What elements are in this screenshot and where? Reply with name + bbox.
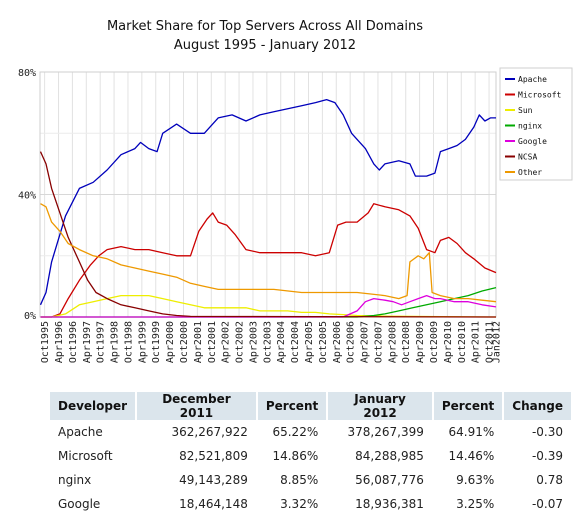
x-tick-label: Oct2005: [318, 321, 329, 363]
legend-label: NCSA: [518, 153, 537, 162]
x-tick-label: Oct1997: [96, 321, 107, 363]
cell-dec-percent: 8.85%: [280, 473, 319, 487]
series-line-ncsa: [39, 151, 497, 318]
cell-jan-percent: 14.46%: [448, 449, 495, 463]
cell-jan-percent: 64.91%: [448, 425, 495, 439]
cell-jan-count: 84,288,985: [355, 449, 424, 463]
x-tick-label: Apr2005: [304, 321, 315, 363]
x-tick-label: Apr2008: [387, 321, 398, 363]
series-line-sun: [40, 294, 497, 318]
x-tick-label: Oct2001: [207, 321, 218, 363]
x-tick-label: Apr1996: [54, 321, 65, 363]
cell-jan-percent: 9.63%: [456, 473, 495, 487]
market-share-table: Developer December 2011 Percent January …: [48, 392, 573, 516]
series-line-nginx: [40, 286, 497, 318]
x-tick-label: Oct2007: [373, 321, 384, 363]
cell-change: -0.39: [531, 449, 563, 463]
x-tick-label: Oct2004: [290, 321, 301, 363]
x-tick-label: Oct2008: [401, 321, 412, 363]
header-percent-dec: Percent: [257, 392, 327, 420]
x-tick-label: Apr2007: [360, 321, 371, 363]
legend-label: Sun: [518, 106, 533, 115]
cell-dec-percent: 14.86%: [272, 449, 319, 463]
x-tick-label: Apr2002: [221, 321, 232, 363]
cell-jan-count: 18,936,381: [355, 497, 424, 511]
series-line-microsoft: [40, 203, 497, 318]
legend-label: Other: [518, 168, 542, 177]
cell-developer: Apache: [58, 425, 103, 439]
cell-change: 0.78: [536, 473, 563, 487]
x-tick-label: Oct2000: [179, 321, 190, 363]
legend-label: Apache: [518, 75, 547, 84]
table-row: Google 18,464,148 3.32% 18,936,381 3.25%…: [50, 492, 571, 516]
x-tick-label: Jan2012: [492, 321, 503, 363]
x-tick-label: Apr2001: [193, 321, 204, 363]
x-tick-label: Oct2011: [485, 321, 496, 363]
table-row: nginx 49,143,289 8.85% 56,087,776 9.63% …: [50, 468, 571, 492]
legend-label: Microsoft: [518, 91, 562, 100]
chart-subtitle: August 1995 - January 2012: [174, 38, 356, 53]
header-december-2011: December 2011: [137, 392, 256, 420]
x-tick-label: Apr2003: [248, 321, 259, 363]
cell-developer: Microsoft: [58, 449, 113, 463]
x-tick-label: Apr2000: [165, 321, 176, 363]
legend-label: nginx: [518, 122, 542, 131]
x-tick-label: Oct2010: [457, 321, 468, 363]
cell-change: -0.30: [531, 425, 563, 439]
x-tick-label: Apr2011: [471, 321, 482, 363]
cell-dec-percent: 3.32%: [280, 497, 319, 511]
cell-dec-count: 18,464,148: [179, 497, 248, 511]
cell-jan-count: 378,267,399: [347, 425, 424, 439]
header-january-2012: January 2012: [328, 392, 432, 420]
cell-dec-count: 49,143,289: [179, 473, 248, 487]
x-tick-label: Oct1995: [40, 321, 51, 363]
legend-label: Google: [518, 137, 547, 146]
header-developer: Developer: [50, 392, 136, 420]
x-tick-label: Apr1998: [110, 321, 121, 363]
x-tick-label: Apr1999: [137, 321, 148, 363]
header-change: Change: [504, 392, 571, 420]
series-line-apache: [39, 98, 496, 306]
table-row: Microsoft 82,521,809 14.86% 84,288,985 1…: [50, 444, 571, 468]
x-tick-label: Oct2003: [262, 321, 273, 363]
x-tick-label: Oct1996: [68, 321, 79, 363]
table-header-row: Developer December 2011 Percent January …: [50, 392, 571, 420]
cell-dec-percent: 65.22%: [272, 425, 319, 439]
x-tick-label: Oct2002: [235, 321, 246, 363]
cell-jan-count: 56,087,776: [355, 473, 424, 487]
x-tick-label: Apr2004: [276, 321, 287, 363]
table-row: Apache 362,267,922 65.22% 378,267,399 64…: [50, 420, 571, 444]
x-tick-label: Oct1998: [123, 321, 134, 363]
x-tick-label: Apr1997: [82, 321, 93, 363]
cell-change: -0.07: [531, 497, 563, 511]
chart-legend: Apache Microsoft Sun nginx Google NCSA Other: [499, 67, 573, 181]
x-tick-label: Oct1999: [151, 321, 162, 363]
y-tick-label: 0%: [24, 311, 36, 322]
cell-jan-percent: 3.25%: [456, 497, 495, 511]
cell-dec-count: 362,267,922: [171, 425, 248, 439]
series-line-other: [40, 203, 497, 303]
legend-box: [499, 67, 573, 181]
y-tick-label: 40%: [18, 191, 36, 202]
plot-area: Oct1995 Apr1996 Oct1996 Apr1997 Oct1997 Apr19…: [18, 68, 503, 363]
series-line-google: [40, 294, 497, 318]
x-tick-label: Oct2006: [346, 321, 357, 363]
cell-developer: Google: [58, 497, 101, 511]
chart-title: Market Share for Top Servers Across All …: [107, 19, 423, 34]
cell-dec-count: 82,521,809: [179, 449, 248, 463]
x-tick-label: Apr2009: [415, 321, 426, 363]
x-tick-label: Oct2009: [429, 321, 440, 363]
x-tick-label: Apr2006: [332, 321, 343, 363]
header-percent-jan: Percent: [433, 392, 503, 420]
x-tick-label: Apr2010: [443, 321, 454, 363]
market-share-chart: Market Share for Top Servers Across All …: [18, 19, 573, 363]
y-tick-label: 80%: [18, 68, 36, 79]
cell-developer: nginx: [58, 473, 92, 487]
